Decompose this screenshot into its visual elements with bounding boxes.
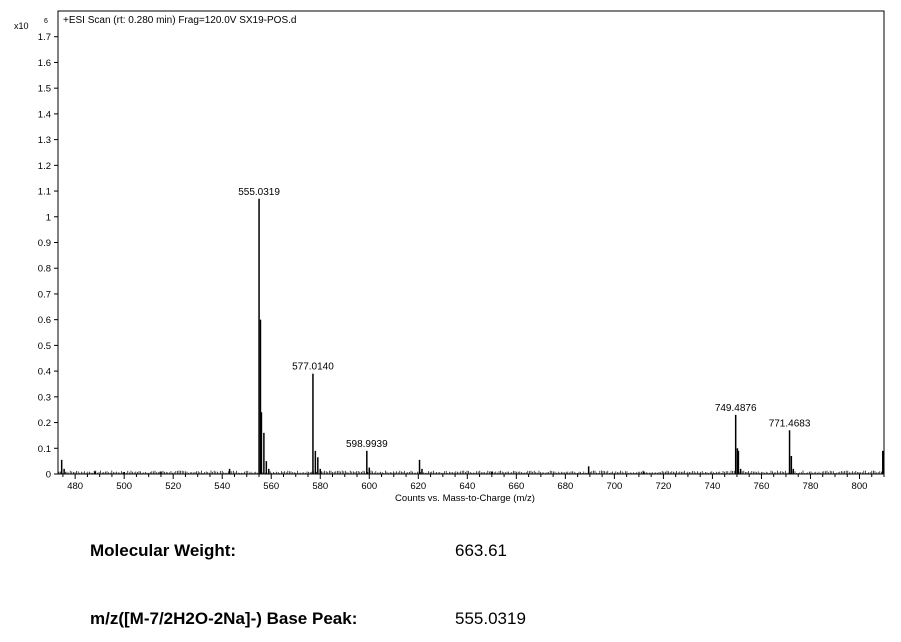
base-peak-label: m/z([M-7/2H2O-2Na]-) Base Peak: — [90, 609, 358, 628]
peak-label: 598.9939 — [346, 439, 388, 450]
x-tick-label: 640 — [459, 481, 475, 492]
y-tick-label: 1.3 — [38, 135, 51, 146]
x-tick-label: 660 — [508, 481, 524, 492]
y-tick-label: 0.8 — [38, 264, 51, 275]
peak-label: 749.4876 — [715, 403, 757, 414]
y-tick-label: 0.2 — [38, 418, 51, 429]
x-axis-label: Counts vs. Mass-to-Charge (m/z) — [395, 493, 535, 504]
peak-label: 555.0319 — [238, 187, 280, 198]
baseline-noise — [58, 470, 884, 474]
x-tick-label: 700 — [606, 481, 622, 492]
peak-labels: 555.0319 577.0140 598.9939 749.4876 771.4683 — [238, 187, 811, 450]
y-tick-label: 0.5 — [38, 341, 51, 352]
x-tick-label: 540 — [214, 481, 230, 492]
x-tick-label: 780 — [803, 481, 819, 492]
x-tick-label: 620 — [410, 481, 426, 492]
y-tick-label: 0 — [46, 470, 51, 481]
x-tick-label: 580 — [312, 481, 328, 492]
x-tick-label: 600 — [361, 481, 377, 492]
x-tick-label: 740 — [704, 481, 720, 492]
plot-frame — [57, 10, 885, 475]
y-tick-label: 1.1 — [38, 187, 51, 198]
x-tick-label: 760 — [754, 481, 770, 492]
x-tick-label: 680 — [557, 481, 573, 492]
y-scale-exponent: 6 — [44, 18, 48, 25]
molecular-weight-label: Molecular Weight: — [90, 541, 237, 560]
mass-spectrum-chart: 0 0.1 0.2 0.3 0.4 0.5 0.6 0.7 0.8 0.9 1 1.1 1.2 1.3 1.… — [14, 10, 885, 504]
y-tick-label: 0.4 — [38, 367, 51, 378]
y-tick-label: 1.4 — [38, 109, 51, 120]
peak-label: 577.0140 — [292, 362, 334, 373]
x-tick-label: 560 — [263, 481, 279, 492]
spectrum-peaks — [60, 198, 884, 474]
x-tick-label: 800 — [852, 481, 868, 492]
chart-title: +ESI Scan (rt: 0.280 min) Frag=120.0V SX… — [63, 15, 296, 26]
y-axis: 0 0.1 0.2 0.3 0.4 0.5 0.6 0.7 0.8 0.9 1 1.1 1.2 1.3 1.… — [38, 32, 58, 481]
x-axis: 480 500 520 540 560 580 600 620 640 660 680 700 720 7… — [62, 474, 885, 492]
y-tick-label: 0.1 — [38, 444, 51, 455]
noise-trace — [58, 470, 884, 474]
y-tick-label: 0.7 — [38, 289, 51, 300]
y-tick-label: 0.6 — [38, 315, 51, 326]
x-tick-label: 720 — [655, 481, 671, 492]
x-tick-label: 520 — [165, 481, 181, 492]
base-peak-value: 555.0319 — [455, 609, 526, 628]
peak-label: 771.4683 — [769, 418, 811, 429]
y-scale-label: x10 — [14, 21, 29, 31]
y-tick-label: 1.5 — [38, 84, 51, 95]
y-tick-label: 0.9 — [38, 238, 51, 249]
y-tick-label: 1.2 — [38, 161, 51, 172]
y-tick-label: 1.7 — [38, 32, 51, 43]
y-tick-label: 1.6 — [38, 58, 51, 69]
x-tick-label: 480 — [67, 481, 83, 492]
x-tick-label: 500 — [116, 481, 132, 492]
y-tick-label: 1 — [46, 212, 51, 223]
molecular-weight-value: 663.61 — [455, 541, 507, 560]
y-tick-label: 0.3 — [38, 392, 51, 403]
